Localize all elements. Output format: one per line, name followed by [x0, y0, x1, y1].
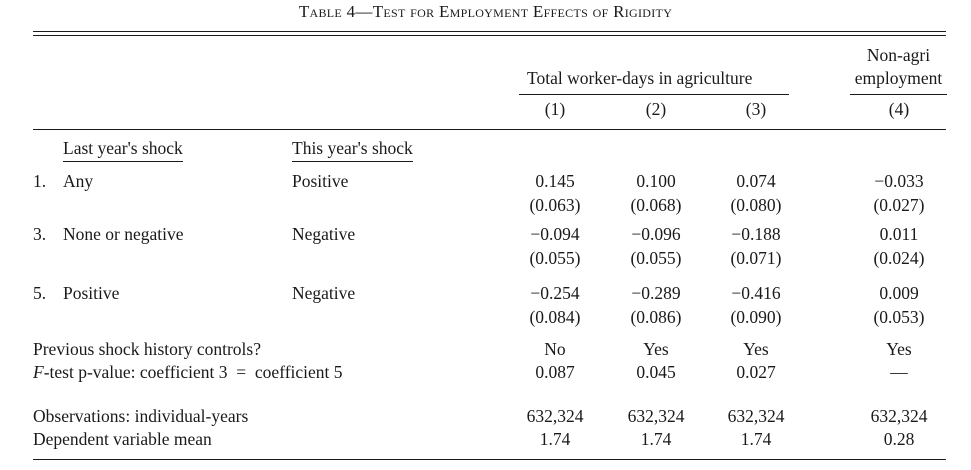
row-3-number: 3. — [33, 224, 47, 244]
ftest-3: 0.027 — [736, 362, 776, 382]
column-header-1: (1) — [544, 99, 566, 119]
group-header-nonagri-2: employment — [854, 68, 943, 88]
controls-label: Previous shock history controls? — [33, 339, 261, 359]
row-1-se-2: (0.068) — [630, 195, 682, 215]
row-5-se-2: (0.086) — [630, 307, 682, 327]
row-3-se-1: (0.055) — [529, 248, 581, 268]
row-header-last-year: Last year's shock — [63, 138, 183, 162]
column-header-2: (2) — [645, 99, 667, 119]
row-3-coef-3: −0.188 — [731, 224, 781, 244]
row-5-last: Positive — [63, 283, 120, 303]
group-header-agri-underline — [519, 94, 789, 95]
row-5-se-3: (0.090) — [730, 307, 782, 327]
row-5-number: 5. — [33, 283, 47, 303]
row-5-coef-3: −0.416 — [731, 283, 781, 303]
row-3-coef-2: −0.096 — [631, 224, 681, 244]
row-1-coef-3: 0.074 — [736, 171, 776, 191]
group-header-nonagri-underline — [850, 94, 947, 95]
column-header-3: (3) — [745, 99, 767, 119]
ftest-label: F-test p-value: coefficient 3 = coeffici… — [33, 362, 343, 382]
row-5-coef-2: −0.289 — [631, 283, 681, 303]
row-1-se-4: (0.027) — [873, 195, 925, 215]
row-1-number: 1. — [33, 171, 47, 191]
row-5-se-4: (0.053) — [873, 307, 925, 327]
row-3-this: Negative — [292, 224, 356, 244]
row-5-coef-1: −0.254 — [530, 283, 580, 303]
row-5-se-1: (0.084) — [529, 307, 581, 327]
controls-4: Yes — [886, 339, 912, 359]
group-header-nonagri-1: Non-agri — [866, 45, 931, 65]
group-header-agri: Total worker-days in agriculture — [527, 68, 753, 88]
controls-1: No — [544, 339, 566, 359]
bottom-rule — [33, 459, 946, 460]
mean-4: 0.28 — [883, 429, 915, 449]
row-1-se-3: (0.080) — [730, 195, 782, 215]
row-1-coef-4: −0.033 — [874, 171, 924, 191]
row-3-se-3: (0.071) — [730, 248, 782, 268]
row-1-this: Positive — [292, 171, 349, 191]
ftest-2: 0.045 — [636, 362, 676, 382]
obs-2: 632,324 — [627, 406, 685, 426]
ftest-4: — — [890, 362, 908, 382]
top-rule-1 — [33, 31, 946, 32]
row-5-this: Negative — [292, 283, 356, 303]
row-3-last: None or negative — [63, 224, 184, 244]
controls-2: Yes — [643, 339, 669, 359]
mean-3: 1.74 — [740, 429, 772, 449]
row-3-coef-4: 0.011 — [879, 224, 919, 244]
obs-4: 632,324 — [870, 406, 928, 426]
row-3-coef-1: −0.094 — [530, 224, 580, 244]
row-5-coef-4: 0.009 — [879, 283, 919, 303]
ftest-1: 0.087 — [535, 362, 575, 382]
row-3-se-4: (0.024) — [873, 248, 925, 268]
mean-1: 1.74 — [539, 429, 571, 449]
obs-label: Observations: individual-years — [33, 406, 249, 426]
obs-1: 632,324 — [526, 406, 584, 426]
row-header-this-year: This year's shock — [292, 138, 413, 162]
row-1-coef-1: 0.145 — [535, 171, 575, 191]
row-1-last: Any — [63, 171, 94, 191]
row-3-se-2: (0.055) — [630, 248, 682, 268]
mean-2: 1.74 — [640, 429, 672, 449]
row-1-se-1: (0.063) — [529, 195, 581, 215]
mean-label: Dependent variable mean — [33, 429, 212, 449]
obs-3: 632,324 — [727, 406, 785, 426]
row-1-coef-2: 0.100 — [636, 171, 676, 191]
table-title: Table 4—Test for Employment Effects of R… — [298, 2, 673, 21]
controls-3: Yes — [743, 339, 769, 359]
column-header-4: (4) — [888, 99, 910, 119]
header-rule — [33, 129, 946, 130]
top-rule-2 — [33, 35, 946, 36]
